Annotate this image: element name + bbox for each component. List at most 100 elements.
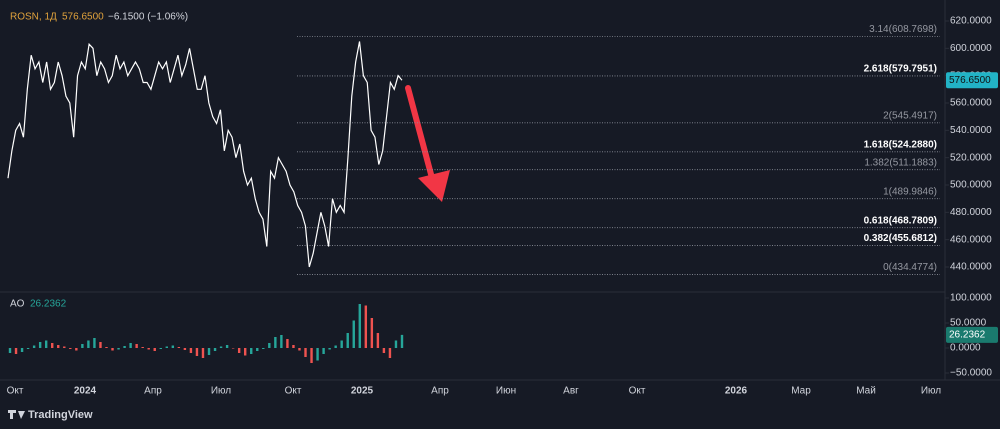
ao-bar xyxy=(304,348,307,357)
ao-y-tick-label: 0.0000 xyxy=(950,343,981,354)
fib-label: 2(545.4917) xyxy=(883,110,937,121)
fib-label: 1.382(511.1883) xyxy=(864,157,937,168)
x-tick-label: Июл xyxy=(921,386,941,397)
ao-bar xyxy=(177,347,181,348)
ao-bar xyxy=(8,348,12,353)
ao-bar xyxy=(51,343,54,348)
y-tick-label: 440.0000 xyxy=(950,262,992,273)
x-tick-label: 2025 xyxy=(351,386,374,397)
ao-value: 26.2362 xyxy=(30,299,67,310)
price-tag-label: 576.6500 xyxy=(949,75,991,86)
ao-bar xyxy=(195,348,199,356)
ao-bar xyxy=(105,347,108,348)
ao-bar xyxy=(370,318,374,348)
ao-bar xyxy=(26,348,30,349)
ao-bar xyxy=(286,339,289,348)
x-tick-label: Мар xyxy=(791,386,811,397)
x-tick-label: Апр xyxy=(144,386,162,397)
fib-label: 2.618(579.7951) xyxy=(864,64,937,75)
ao-bar xyxy=(274,337,277,348)
ao-bar xyxy=(159,348,162,349)
x-tick-label: Авг xyxy=(563,386,579,397)
ao-bar xyxy=(244,348,247,356)
ao-bar xyxy=(183,348,187,350)
ao-bar xyxy=(44,340,48,348)
y-tick-label: 620.0000 xyxy=(950,16,992,27)
ao-bar xyxy=(256,348,259,351)
ao-bar xyxy=(20,348,24,352)
ao-bar xyxy=(310,348,313,363)
ao-bar xyxy=(201,348,205,358)
ao-bar xyxy=(14,348,18,354)
ao-bar xyxy=(141,347,144,348)
x-tick-label: Окт xyxy=(7,386,24,397)
ao-y-tick-label: −50.0000 xyxy=(950,368,992,379)
y-tick-label: 480.0000 xyxy=(950,207,992,218)
ao-bar xyxy=(400,334,404,348)
x-tick-label: Апр xyxy=(431,386,449,397)
x-tick-label: Окт xyxy=(629,386,646,397)
x-tick-label: Июн xyxy=(496,386,516,397)
arrow-shaft xyxy=(405,85,435,181)
y-tick-label: 560.0000 xyxy=(950,98,992,109)
header-price: 576.6500 xyxy=(62,12,104,23)
ao-y-tick-label: 50.0000 xyxy=(950,318,987,329)
ao-bar xyxy=(382,348,386,353)
ao-bar xyxy=(129,343,132,348)
fib-label: 0(434.4774) xyxy=(883,262,937,273)
ao-bar xyxy=(171,345,175,348)
ao-bar xyxy=(340,340,343,348)
x-tick-label: Окт xyxy=(285,386,302,397)
ao-bar xyxy=(388,348,392,358)
x-tick-label: 2026 xyxy=(725,386,748,397)
y-tick-label: 460.0000 xyxy=(950,234,992,245)
fib-label: 1.618(524.2880) xyxy=(864,139,937,150)
ao-y-tick-label: 100.0000 xyxy=(950,293,992,304)
x-tick-label: 2024 xyxy=(74,386,97,397)
ao-bar xyxy=(322,348,325,354)
ao-bar xyxy=(219,346,223,348)
ao-bar xyxy=(207,348,211,355)
ao-bar xyxy=(292,345,295,348)
header-change: −6.1500 (−1.06%) xyxy=(108,12,188,23)
ao-bar xyxy=(69,348,72,349)
ao-bar xyxy=(231,348,235,349)
price-line xyxy=(7,41,403,268)
ao-bar xyxy=(262,348,265,349)
ao-bar xyxy=(352,320,355,348)
ao-bar xyxy=(328,348,331,350)
ao-bar xyxy=(81,344,84,348)
ao-bar xyxy=(38,342,42,348)
ao-bar xyxy=(57,345,60,348)
brand-logo: TradingView xyxy=(8,409,93,421)
ao-bar xyxy=(117,348,120,350)
ao-bar xyxy=(75,348,78,351)
ao-bar xyxy=(280,335,283,348)
fib-label: 0.618(468.7809) xyxy=(864,215,937,226)
ao-bar xyxy=(153,348,156,351)
x-tick-label: Май xyxy=(856,386,876,397)
ao-bar xyxy=(93,338,96,348)
ao-bar xyxy=(316,348,319,361)
ao-bar xyxy=(99,342,102,348)
ao-bar xyxy=(334,345,337,348)
brand: TradingView xyxy=(28,409,93,421)
ao-bar xyxy=(111,348,114,351)
ao-bar xyxy=(87,340,90,348)
ao-tag-label: 26.2362 xyxy=(949,330,986,341)
y-tick-label: 600.0000 xyxy=(950,43,992,54)
fib-label: 0.382(455.6812) xyxy=(864,233,937,244)
ao-bar xyxy=(394,340,398,348)
ao-bar xyxy=(346,333,349,348)
ao-bar xyxy=(135,344,138,348)
y-tick-label: 520.0000 xyxy=(950,152,992,163)
fib-label: 3.14(608.7698) xyxy=(869,24,937,35)
ao-bar xyxy=(32,345,36,348)
ao-bar xyxy=(63,346,66,348)
ao-bar xyxy=(165,346,168,348)
x-tick-label: Июл xyxy=(211,386,231,397)
ao-name: AO xyxy=(10,299,25,310)
ao-bar xyxy=(298,348,301,351)
arrow-head xyxy=(418,170,450,202)
